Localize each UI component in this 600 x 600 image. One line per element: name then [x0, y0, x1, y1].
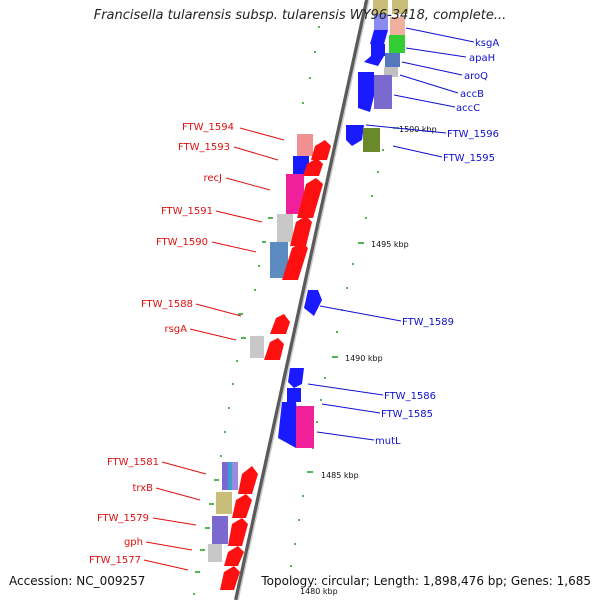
scale-label-1485: 1485 kbp	[321, 471, 359, 480]
gene-label-rsgA[interactable]: rsgA	[164, 324, 187, 335]
gene-label-ftw1581[interactable]: FTW_1581	[107, 457, 159, 468]
gene-cluster-middle[interactable]	[250, 134, 331, 360]
gene-label-gph[interactable]: gph	[124, 537, 143, 548]
genome-summary-text: Topology: circular; Length: 1,898,476 bp…	[261, 574, 591, 588]
gene-label-accB[interactable]: accB	[460, 89, 484, 100]
gene-label-ftw1586[interactable]: FTW_1586	[384, 391, 436, 402]
gene-label-ftw1589[interactable]: FTW_1589	[402, 317, 454, 328]
gene-label-ftw1591[interactable]: FTW_1591	[161, 206, 213, 217]
gene-label-ftw1588[interactable]: FTW_1588	[141, 299, 193, 310]
gene-label-mutL[interactable]: mutL	[375, 436, 401, 447]
gene-cluster-lower-right[interactable]	[278, 368, 314, 448]
scale-label-1500: 1500 kbp	[399, 125, 437, 134]
scale-label-1495: 1495 kbp	[371, 240, 409, 249]
left-leaders	[143, 127, 285, 571]
right-leaders	[307, 27, 475, 441]
scale-label-1490: 1490 kbp	[345, 354, 383, 363]
gene-label-apaH[interactable]: apaH	[469, 53, 495, 64]
gene-label-trxB[interactable]: trxB	[132, 483, 153, 494]
gene-label-accC[interactable]: accC	[456, 103, 480, 114]
gene-label-aroQ[interactable]: aroQ	[464, 71, 488, 82]
gene-label-ftw1594[interactable]: FTW_1594	[182, 122, 234, 133]
gene-label-ftw1579[interactable]: FTW_1579	[97, 513, 149, 524]
map-title: Francisella tularensis subsp. tularensis…	[93, 8, 507, 23]
gene-label-recJ[interactable]: recJ	[204, 173, 223, 184]
gene-label-ftw1590[interactable]: FTW_1590	[156, 237, 208, 248]
gene-label-ftw1585[interactable]: FTW_1585	[381, 409, 433, 420]
accession-text: Accession: NC_009257	[9, 574, 146, 588]
scale-label-1480: 1480 kbp	[300, 587, 338, 596]
backbone-highlight	[237, 0, 370, 600]
backbone-line	[234, 0, 369, 600]
gene-label-ftw1593[interactable]: FTW_1593	[178, 142, 230, 153]
gene-cluster-bottom[interactable]	[208, 462, 258, 590]
gene-label-ftw1577[interactable]: FTW_1577	[89, 555, 141, 566]
gene-label-ksgA[interactable]: ksgA	[475, 38, 499, 49]
gene-label-ftw1595[interactable]: FTW_1595	[443, 153, 495, 164]
gene-cluster-top[interactable]	[346, 0, 408, 152]
gene-label-ftw1596[interactable]: FTW_1596	[447, 129, 499, 140]
